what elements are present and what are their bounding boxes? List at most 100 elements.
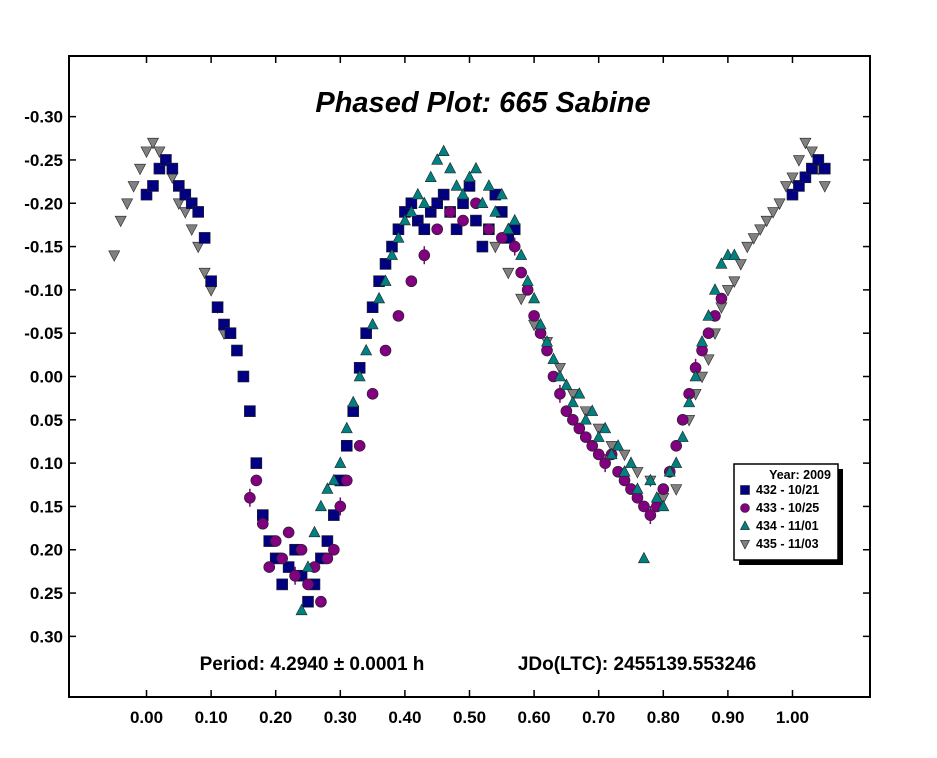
data-point: [618, 465, 631, 477]
data-point: [353, 439, 366, 452]
legend-entry: 434 - 11/01: [756, 519, 819, 533]
y-tick-label: 0.30: [30, 627, 63, 646]
legend-marker: [740, 540, 750, 550]
x-tick-label: 0.90: [711, 708, 744, 727]
data-point: [334, 500, 347, 513]
x-tick-label: 0.00: [130, 708, 163, 727]
data-point: [418, 249, 431, 262]
data-point: [431, 223, 444, 236]
data-point: [702, 309, 715, 321]
data-point: [431, 197, 444, 210]
data-point: [160, 154, 172, 166]
data-point: [302, 578, 314, 591]
data-point: [366, 301, 379, 314]
jdo-annotation: JDo(LTC): 2455139.553246: [518, 654, 756, 675]
x-tick-label: 0.70: [582, 708, 615, 727]
data-point: [231, 344, 243, 357]
data-point: [192, 241, 205, 254]
y-tick-label: 0.05: [30, 411, 63, 430]
series-2: [244, 197, 728, 608]
data-point: [676, 414, 689, 426]
data-point: [780, 181, 793, 193]
data-point: [631, 482, 644, 494]
data-point: [424, 206, 437, 218]
data-point: [573, 422, 586, 435]
y-tick-label: -0.20: [24, 194, 63, 213]
data-point: [153, 146, 166, 158]
data-point: [528, 310, 540, 322]
data-point: [321, 482, 334, 494]
data-marks: [108, 137, 831, 616]
data-point: [140, 146, 153, 158]
data-point: [586, 404, 599, 416]
x-tick-label: 0.20: [259, 708, 292, 727]
legend: Year: 2009 432 - 10/21 433 - 10/25 434 - 1…: [733, 463, 843, 565]
data-point: [638, 500, 650, 513]
data-point: [147, 180, 159, 192]
data-point: [327, 473, 340, 486]
data-point: [676, 430, 689, 442]
data-point: [418, 223, 431, 236]
data-point: [218, 318, 230, 331]
data-point: [541, 344, 553, 357]
data-point: [431, 153, 444, 165]
data-point: [657, 499, 670, 512]
data-point: [366, 317, 379, 330]
data-point: [340, 439, 353, 452]
data-point: [444, 206, 456, 218]
data-point: [289, 569, 301, 582]
data-point: [708, 283, 721, 295]
y-tick-label: 0.15: [30, 497, 63, 516]
data-point: [173, 180, 185, 192]
data-point: [495, 232, 508, 244]
data-point: [198, 267, 211, 280]
data-point: [792, 155, 805, 167]
data-point: [786, 172, 799, 184]
data-point: [799, 137, 812, 150]
data-point: [412, 214, 424, 227]
data-point: [321, 552, 334, 565]
data-point: [340, 421, 353, 434]
data-point: [502, 222, 515, 234]
x-tick-label: 0.30: [324, 708, 357, 727]
data-point: [644, 509, 657, 521]
data-point: [612, 439, 625, 451]
data-point: [276, 578, 288, 591]
data-point: [328, 543, 340, 556]
data-point: [476, 196, 489, 208]
data-point: [237, 370, 250, 383]
data-point: [670, 484, 683, 496]
data-point: [793, 180, 805, 192]
data-point: [302, 560, 315, 572]
data-point: [508, 240, 521, 253]
y-tick-label: -0.15: [24, 238, 63, 257]
data-point: [805, 146, 818, 158]
data-point: [560, 378, 573, 390]
data-point: [282, 526, 295, 539]
data-point: [269, 535, 282, 547]
x-tick-label: 1.00: [776, 708, 809, 727]
data-point: [702, 327, 715, 339]
data-point: [437, 144, 450, 156]
legend-entry: 435 - 11/03: [756, 537, 819, 551]
data-point: [489, 205, 502, 217]
data-point: [379, 344, 392, 357]
data-point: [483, 223, 495, 236]
data-point: [786, 188, 799, 201]
data-point: [463, 180, 476, 192]
data-point: [450, 223, 463, 236]
data-point: [108, 250, 121, 262]
data-point: [521, 284, 534, 296]
data-point: [134, 163, 147, 176]
data-point: [547, 352, 560, 364]
data-point: [315, 595, 327, 608]
data-point: [734, 259, 747, 271]
y-tick-label: -0.05: [24, 324, 63, 343]
data-point: [263, 561, 276, 573]
data-point: [424, 170, 437, 182]
data-point: [392, 231, 405, 243]
data-point: [508, 213, 521, 226]
data-point: [631, 467, 644, 479]
data-point: [244, 491, 256, 504]
data-point: [818, 181, 831, 193]
